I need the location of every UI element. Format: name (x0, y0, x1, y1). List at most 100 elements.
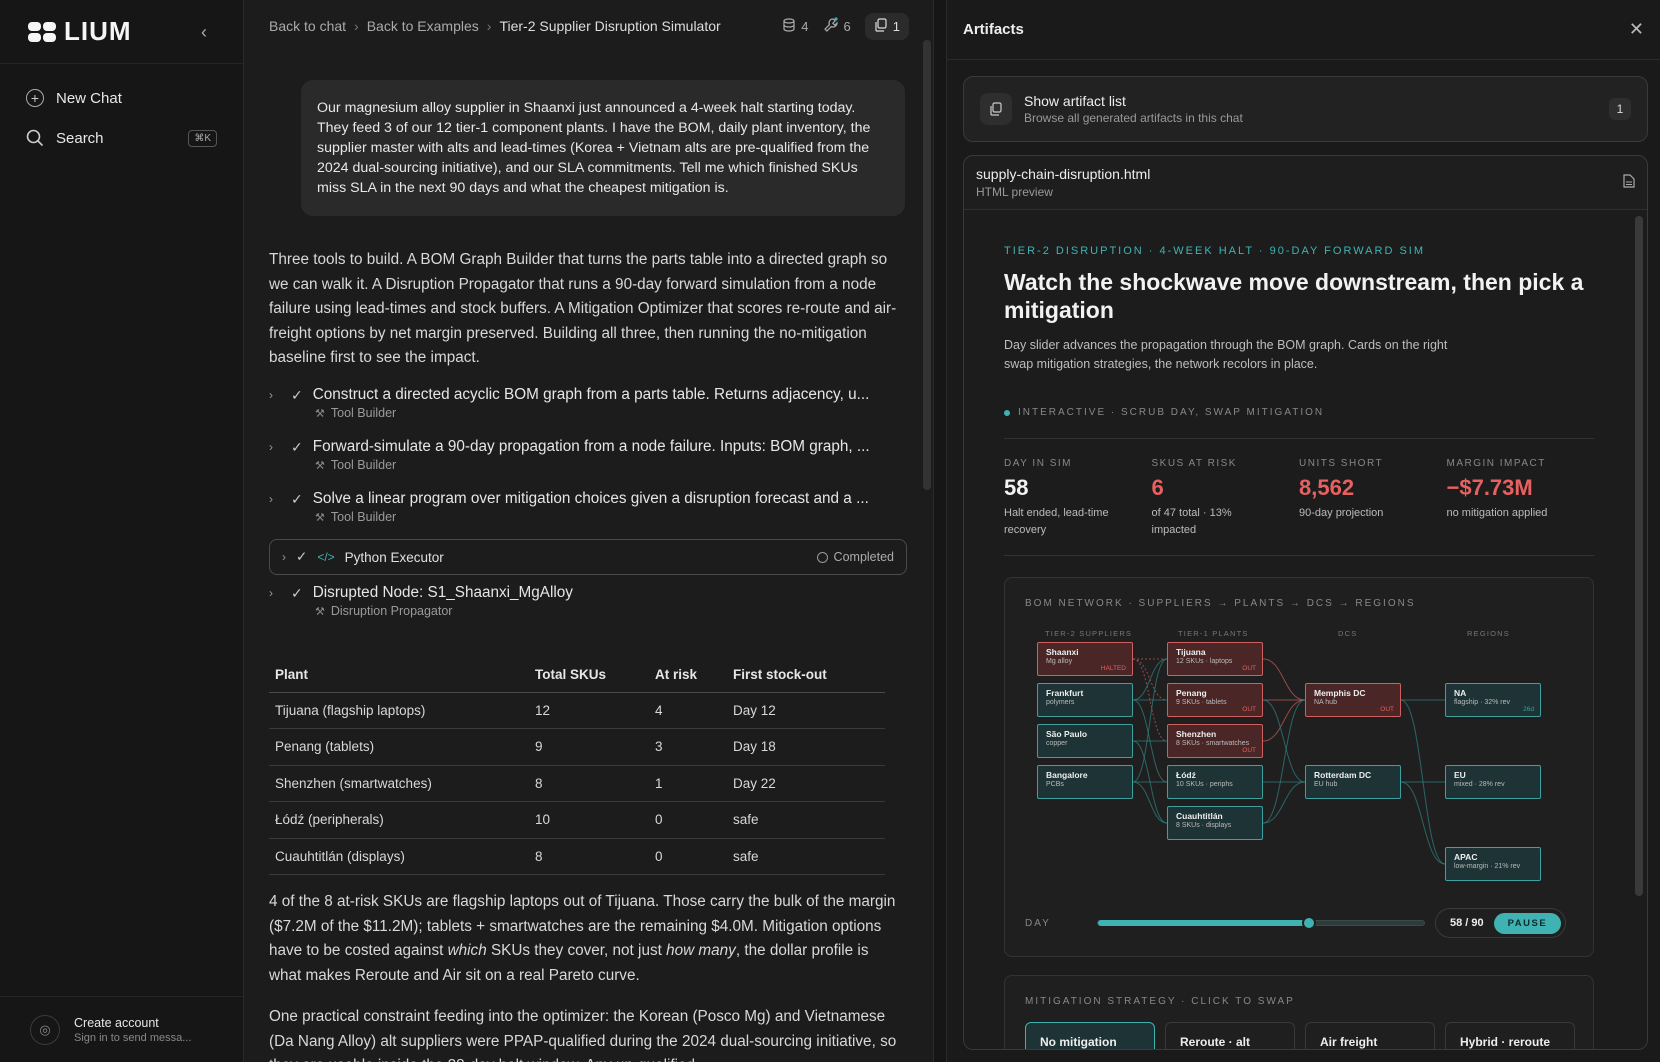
preview-description: Day slider advances the propagation thro… (1004, 338, 1448, 371)
bom-network-card: BOM NETWORK · SUPPLIERS → PLANTS → DCS →… (1004, 577, 1594, 957)
chevron-right-icon: › (269, 586, 273, 600)
stat-skus-at-risk: SKUS AT RISK 6 of 47 total · 13% impacte… (1151, 458, 1237, 536)
node-sub: Mg alloy (1046, 658, 1073, 665)
check-icon: ✓ (291, 584, 303, 601)
node-sub: copper (1046, 740, 1068, 747)
table-cell: Day 22 (727, 765, 885, 802)
disruption-call-item[interactable]: › ✓ Disrupted Node: S1_Shaanxi_MgAlloy ⚒… (269, 584, 909, 618)
tool-call-text: Solve a linear program over mitigation c… (312, 490, 869, 507)
new-chat-label: New Chat (56, 89, 122, 107)
tool-call-item[interactable]: › ✓ Construct a directed acyclic BOM gra… (269, 386, 909, 420)
node-name: APAC (1454, 852, 1478, 862)
show-artifact-list-button[interactable]: Show artifact list Browse all generated … (963, 76, 1648, 142)
logo[interactable]: LIUM (28, 16, 132, 47)
bom-node-dcs[interactable]: Memphis DC NA hub OUT (1305, 683, 1401, 717)
tool-call-item[interactable]: › ✓ Forward-simulate a 90-day propagatio… (269, 438, 909, 472)
table-cell: Day 18 (727, 728, 885, 766)
bom-node-regions[interactable]: NA flagship · 32% rev 26d (1445, 683, 1541, 717)
node-name: Tijuana (1176, 647, 1206, 657)
copy-stack-icon (874, 17, 888, 35)
sidebar: LIUM ‹ + New Chat Search ⌘K ◎ Create acc… (0, 0, 244, 1062)
table-cell: 3 (649, 728, 727, 766)
node-name: Frankfurt (1046, 688, 1084, 698)
table-cell: 4 (649, 692, 727, 729)
table-cell: 0 (649, 801, 727, 839)
table-cell: Shenzhen (smartwatches) (269, 765, 529, 802)
crumb-back-to-examples[interactable]: Back to Examples (366, 18, 479, 34)
artifact-list-title: Show artifact list (1024, 93, 1126, 109)
node-status-tag: OUT (1380, 706, 1394, 713)
day-slider[interactable] (1097, 916, 1425, 930)
table-cell: 9 (529, 728, 649, 766)
breadcrumb: Back to chat › Back to Examples › Tier-2… (245, 0, 933, 52)
database-button[interactable]: 4 (782, 17, 809, 35)
bom-node-plants[interactable]: Cuauhtitlán 8 SKUs · displays (1167, 806, 1263, 840)
tool-call-sub: Tool Builder (330, 406, 397, 420)
preview-scrollbar[interactable] (1635, 216, 1643, 896)
node-name: Shenzhen (1176, 729, 1217, 739)
mitigation-option-none[interactable]: No mitigation (1025, 1022, 1155, 1049)
tools-button[interactable]: 6 (823, 16, 851, 36)
bom-node-regions[interactable]: APAC low-margin · 21% rev (1445, 847, 1541, 881)
bom-node-suppliers[interactable]: Frankfurt polymers (1037, 683, 1133, 717)
node-name: NA (1454, 688, 1467, 698)
bom-node-suppliers[interactable]: Shaanxi Mg alloy HALTED (1037, 642, 1133, 676)
node-sub: flagship · 32% rev (1454, 699, 1511, 706)
node-name: Memphis DC (1314, 688, 1366, 698)
chevron-right-icon: › (269, 492, 273, 506)
stats-row: DAY IN SIM 58 Halt ended, lead-time reco… (1004, 458, 1594, 539)
stat-day: DAY IN SIM 58 Halt ended, lead-time reco… (1004, 458, 1109, 536)
analysis-paragraph: 4 of the 8 at-risk SKUs are flagship lap… (269, 893, 896, 984)
bom-node-suppliers[interactable]: São Paulo copper (1037, 724, 1133, 758)
mitigation-option-hybrid[interactable]: Hybrid · reroute + air (1445, 1022, 1575, 1049)
search-label: Search (56, 129, 104, 147)
bom-edges (1132, 658, 1446, 865)
tool-call-sub: Tool Builder (330, 458, 397, 472)
logo-text: LIUM (64, 16, 132, 46)
node-name: Shaanxi (1046, 647, 1079, 657)
file-icon[interactable] (1623, 174, 1635, 191)
close-icon[interactable]: ✕ (1628, 19, 1644, 39)
divider (1004, 555, 1594, 556)
table-header: First stock-out (727, 658, 885, 693)
panel-divider[interactable] (933, 0, 947, 1062)
account-footer[interactable]: ◎ Create account Sign in to send messa..… (0, 996, 243, 1062)
day-readout-text: 58 / 90 (1450, 917, 1484, 929)
tool-call-text: Forward-simulate a 90-day propagation fr… (312, 438, 870, 455)
table-row: Shenzhen (smartwatches) 8 1 Day 22 (269, 765, 885, 802)
mitigation-option-air[interactable]: Air freight flagship (1305, 1022, 1435, 1049)
bom-node-regions[interactable]: EU mixed · 28% rev (1445, 765, 1541, 799)
node-sub: EU hub (1314, 781, 1338, 788)
status-circle-icon (816, 551, 828, 563)
bom-edge (1400, 781, 1446, 865)
bom-node-dcs[interactable]: Rotterdam DC EU hub (1305, 765, 1401, 799)
bom-node-plants[interactable]: Łódź 10 SKUs · periphs (1167, 765, 1263, 799)
artifacts-toggle-button[interactable]: 1 (864, 12, 909, 40)
pause-button[interactable]: PAUSE (1493, 912, 1562, 934)
mitigation-option-reroute[interactable]: Reroute · alt supplier (1165, 1022, 1295, 1049)
bom-edge (1262, 658, 1306, 701)
crumb-back-to-chat[interactable]: Back to chat (269, 18, 347, 34)
bom-edge (1262, 699, 1306, 783)
node-sub: NA hub (1314, 699, 1337, 706)
day-slider-handle[interactable] (1302, 916, 1317, 930)
node-status-tag: 26d (1523, 706, 1534, 713)
search-button[interactable]: Search ⌘K (0, 118, 243, 158)
bom-node-plants[interactable]: Shenzhen 8 SKUs · smartwatches OUT (1167, 724, 1263, 758)
bom-node-plants[interactable]: Tijuana 12 SKUs · laptops OUT (1167, 642, 1263, 676)
node-sub: 8 SKUs · displays (1176, 822, 1232, 829)
assistant-intro: Three tools to build. A BOM Graph Builde… (269, 251, 897, 366)
node-sub: mixed · 28% rev (1454, 781, 1505, 788)
bom-node-suppliers[interactable]: Bangalore PCBs (1037, 765, 1133, 799)
collapse-sidebar-icon[interactable]: ‹ (201, 22, 207, 42)
new-chat-button[interactable]: + New Chat (0, 78, 243, 118)
node-sub: 10 SKUs · periphs (1176, 781, 1233, 788)
disrupted-node-text: Disrupted Node: S1_Shaanxi_MgAlloy (312, 584, 573, 601)
tool-call-item[interactable]: › ✓ Solve a linear program over mitigati… (269, 490, 909, 524)
chat-scrollbar[interactable] (923, 40, 931, 490)
column-header: REGIONS (1467, 629, 1510, 638)
bom-edge (1132, 658, 1168, 701)
table-row: Łódź (peripherals) 10 0 safe (269, 801, 885, 839)
python-executor-item[interactable]: › ✓ </> Python Executor Completed (269, 539, 907, 575)
bom-node-plants[interactable]: Penang 9 SKUs · tablets OUT (1167, 683, 1263, 717)
